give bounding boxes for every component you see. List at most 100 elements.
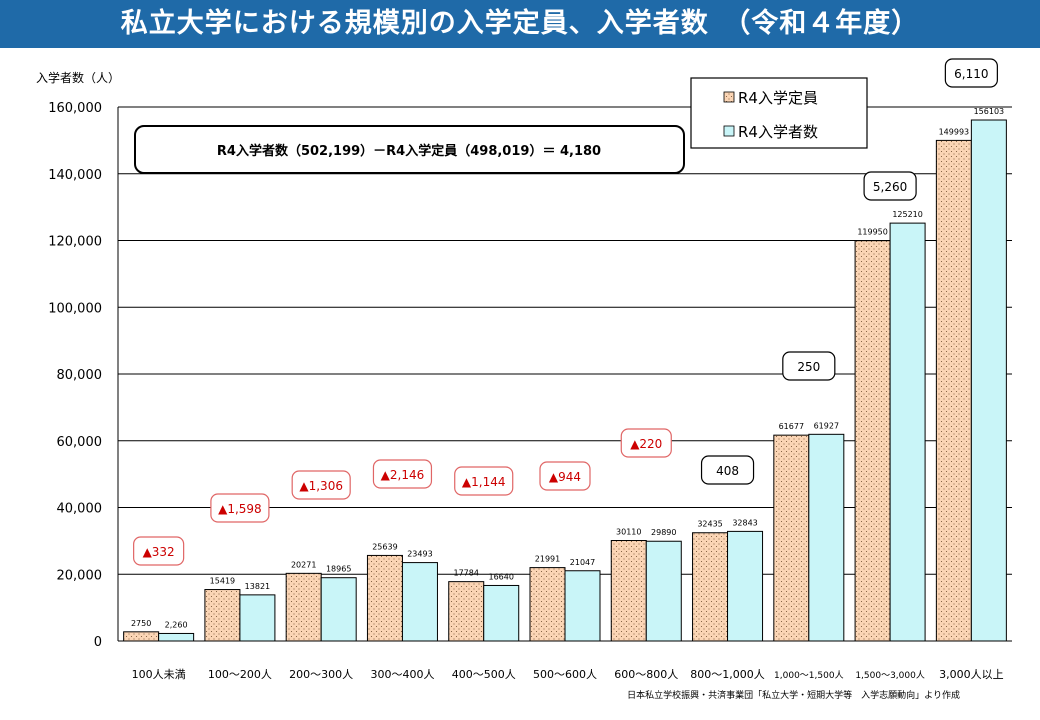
difference-badge-box bbox=[782, 351, 836, 381]
data-label-capacity: 17784 bbox=[454, 569, 479, 578]
bar-enrolled bbox=[483, 584, 520, 642]
difference-badge-text: ▲220 bbox=[630, 437, 662, 451]
data-label-capacity: 119950 bbox=[857, 228, 888, 237]
x-tick-label: 300～400人 bbox=[370, 668, 434, 681]
bar-enrolled bbox=[320, 577, 357, 642]
bar-capacity bbox=[285, 572, 322, 642]
y-tick-label: 20,000 bbox=[57, 568, 103, 583]
bar-enrolled bbox=[401, 562, 438, 642]
data-label-capacity: 20271 bbox=[291, 560, 316, 569]
bar-enrolled bbox=[564, 570, 601, 642]
source-note: 日本私立学校振興・共済事業団「私立大学・短期大学等 入学志願動向」より作成 bbox=[627, 691, 960, 701]
difference-badge-box bbox=[620, 428, 672, 458]
difference-badge-box bbox=[372, 459, 433, 489]
bar-capacity bbox=[935, 139, 972, 642]
bar-capacity bbox=[366, 554, 403, 642]
difference-badge-box bbox=[291, 470, 351, 500]
bar-capacity bbox=[854, 240, 891, 642]
data-label-enrolled: 156103 bbox=[974, 107, 1005, 116]
difference-badge-box bbox=[210, 493, 270, 523]
difference-badge-text: 6,110 bbox=[954, 67, 988, 81]
data-label-enrolled: 18965 bbox=[326, 565, 351, 574]
y-tick-label: 100,000 bbox=[48, 301, 102, 316]
legend-label-enrolled: R4入学者数 bbox=[738, 123, 818, 141]
difference-badge-text: ▲1,144 bbox=[462, 475, 506, 489]
difference-badge-text: ▲332 bbox=[143, 545, 175, 559]
y-tick-label: 80,000 bbox=[57, 368, 103, 383]
data-label-capacity: 15419 bbox=[210, 577, 235, 586]
y-tick-label: 60,000 bbox=[57, 435, 103, 450]
x-tick-label: 800～1,000人 bbox=[690, 668, 765, 681]
difference-badge-text: 408 bbox=[716, 464, 739, 478]
data-label-enrolled: 23493 bbox=[407, 550, 432, 559]
bar-capacity bbox=[448, 581, 485, 642]
x-tick-label: 100～200人 bbox=[208, 668, 272, 681]
bar-enrolled bbox=[645, 540, 682, 642]
difference-badge-text: ▲2,146 bbox=[381, 468, 425, 482]
y-tick-label: 160,000 bbox=[48, 101, 102, 116]
bars bbox=[123, 119, 1007, 642]
bar-capacity bbox=[123, 631, 160, 642]
legend-label-capacity: R4入学定員 bbox=[738, 89, 818, 107]
data-label-capacity: 25639 bbox=[372, 542, 397, 551]
difference-badge: 408 bbox=[700, 455, 755, 485]
difference-badge-box bbox=[539, 461, 591, 491]
data-label-enrolled: 61927 bbox=[814, 421, 839, 430]
data-label-capacity: 21991 bbox=[535, 555, 560, 564]
difference-badge-text: 5,260 bbox=[873, 180, 907, 194]
data-label-enrolled: 32843 bbox=[732, 518, 757, 527]
data-label-enrolled: 125210 bbox=[892, 210, 923, 219]
y-tick-label: 140,000 bbox=[48, 168, 102, 183]
total-annotation-text: R4入学者数（502,199）－R4入学定員（498,019）＝ 4,180 bbox=[217, 143, 601, 159]
legend-swatch-capacity bbox=[723, 91, 735, 103]
legend-swatch-enrolled bbox=[723, 125, 735, 137]
y-tick-label: 0 bbox=[94, 635, 102, 650]
difference-badge-box bbox=[454, 466, 514, 496]
x-tick-label: 1,000～1,500人 bbox=[774, 670, 844, 681]
data-label-capacity: 32435 bbox=[697, 520, 722, 529]
x-tick-label: 500～600人 bbox=[533, 668, 597, 681]
data-label-capacity: 2750 bbox=[131, 619, 151, 628]
data-label-enrolled: 21047 bbox=[570, 558, 595, 567]
legend: R4入学定員 R4入学者数 bbox=[690, 77, 868, 149]
difference-badge: ▲2,146 bbox=[372, 459, 433, 489]
y-tick-label: 120,000 bbox=[48, 235, 102, 250]
x-tick-label: 100人未満 bbox=[132, 668, 186, 681]
bar-enrolled bbox=[889, 222, 926, 642]
bar-capacity bbox=[610, 540, 647, 642]
difference-badge: ▲220 bbox=[620, 428, 672, 458]
data-label-enrolled: 16640 bbox=[489, 572, 514, 581]
difference-badge-text: 250 bbox=[797, 360, 820, 374]
difference-badge-box bbox=[133, 536, 185, 566]
difference-badge-box bbox=[863, 171, 917, 201]
x-tick-label: 600～800人 bbox=[614, 668, 678, 681]
bar-capacity bbox=[529, 567, 566, 642]
bar-capacity bbox=[204, 589, 241, 642]
difference-badge: ▲944 bbox=[539, 461, 591, 491]
data-label-enrolled: 2,260 bbox=[165, 620, 188, 629]
data-label-capacity: 149993 bbox=[939, 127, 970, 136]
bar-enrolled bbox=[158, 632, 195, 642]
y-axis-label: 入学者数（人） bbox=[36, 70, 120, 85]
difference-badge: ▲1,598 bbox=[210, 493, 270, 523]
data-label-capacity: 30110 bbox=[616, 528, 641, 537]
difference-badge: 5,260 bbox=[863, 171, 917, 201]
data-label-capacity: 61677 bbox=[779, 422, 804, 431]
difference-badge: ▲1,144 bbox=[454, 466, 514, 496]
bar-enrolled bbox=[970, 119, 1007, 642]
difference-badge: ▲332 bbox=[133, 536, 185, 566]
bar-capacity bbox=[692, 532, 729, 642]
difference-badge: 250 bbox=[782, 351, 836, 381]
x-tick-label: 1,500～3,000人 bbox=[855, 670, 925, 681]
labels: 入学者数（人） 0 20,000 40,000 60,000 80,000 100,000 1… bbox=[36, 58, 1005, 681]
bar-enrolled bbox=[808, 433, 845, 642]
bar-enrolled bbox=[239, 594, 276, 642]
bar-capacity bbox=[773, 434, 810, 642]
difference-badge-box bbox=[944, 58, 998, 88]
y-tick-label: 40,000 bbox=[57, 502, 103, 517]
data-label-enrolled: 13821 bbox=[245, 582, 270, 591]
legend-box bbox=[690, 77, 868, 149]
page-title: 私立大学における規模別の入学定員、入学者数 （令和４年度） bbox=[0, 0, 1040, 48]
difference-badge-box bbox=[700, 455, 755, 485]
